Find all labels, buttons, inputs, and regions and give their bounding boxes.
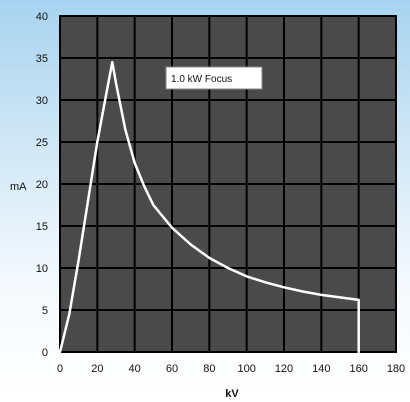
x-tick-label: 120 — [275, 363, 293, 375]
y-tick-label: 25 — [36, 137, 48, 149]
x-axis-label: kV — [225, 388, 239, 400]
x-tick-label: 160 — [349, 363, 367, 375]
y-tick-label: 15 — [36, 221, 48, 233]
series-line — [58, 60, 360, 354]
x-tick-label: 140 — [312, 363, 330, 375]
y-tick-label: 0 — [42, 347, 48, 359]
y-tick-label: 10 — [36, 263, 48, 275]
y-tick-label: 35 — [36, 53, 48, 65]
y-tick-label: 40 — [36, 11, 48, 23]
x-tick-label: 60 — [166, 363, 178, 375]
x-tick-label: 180 — [387, 363, 405, 375]
y-axis-label: mA — [10, 181, 27, 193]
y-tick-label: 5 — [42, 305, 48, 317]
x-tick-label: 40 — [129, 363, 141, 375]
x-tick-label: 80 — [203, 363, 215, 375]
x-tick-label: 0 — [57, 363, 63, 375]
annotation-label: 1.0 kW Focus — [171, 74, 232, 85]
annotation-box — [165, 66, 263, 90]
y-tick-label: 30 — [36, 95, 48, 107]
x-tick-label: 20 — [91, 363, 103, 375]
x-tick-label: 100 — [237, 363, 255, 375]
y-tick-label: 20 — [36, 179, 48, 191]
plot-border — [59, 15, 397, 353]
